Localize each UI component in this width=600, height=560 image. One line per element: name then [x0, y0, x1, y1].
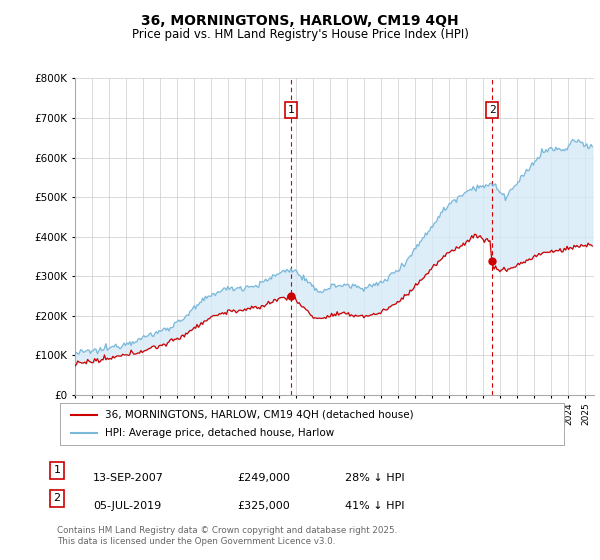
Text: Contains HM Land Registry data © Crown copyright and database right 2025.
This d: Contains HM Land Registry data © Crown c… — [57, 526, 397, 546]
Text: 41% ↓ HPI: 41% ↓ HPI — [345, 501, 404, 511]
Text: 05-JUL-2019: 05-JUL-2019 — [93, 501, 161, 511]
Text: 36, MORNINGTONS, HARLOW, CM19 4QH (detached house): 36, MORNINGTONS, HARLOW, CM19 4QH (detac… — [106, 410, 414, 420]
Text: 13-SEP-2007: 13-SEP-2007 — [93, 473, 164, 483]
Text: 1: 1 — [288, 105, 295, 115]
Text: 2: 2 — [53, 493, 61, 503]
Text: 28% ↓ HPI: 28% ↓ HPI — [345, 473, 404, 483]
Text: 36, MORNINGTONS, HARLOW, CM19 4QH: 36, MORNINGTONS, HARLOW, CM19 4QH — [141, 14, 459, 28]
Text: 1: 1 — [53, 465, 61, 475]
Text: £325,000: £325,000 — [237, 501, 290, 511]
Text: Price paid vs. HM Land Registry's House Price Index (HPI): Price paid vs. HM Land Registry's House … — [131, 28, 469, 41]
Text: 2: 2 — [488, 105, 496, 115]
Text: £249,000: £249,000 — [237, 473, 290, 483]
Text: HPI: Average price, detached house, Harlow: HPI: Average price, detached house, Harl… — [106, 428, 335, 438]
